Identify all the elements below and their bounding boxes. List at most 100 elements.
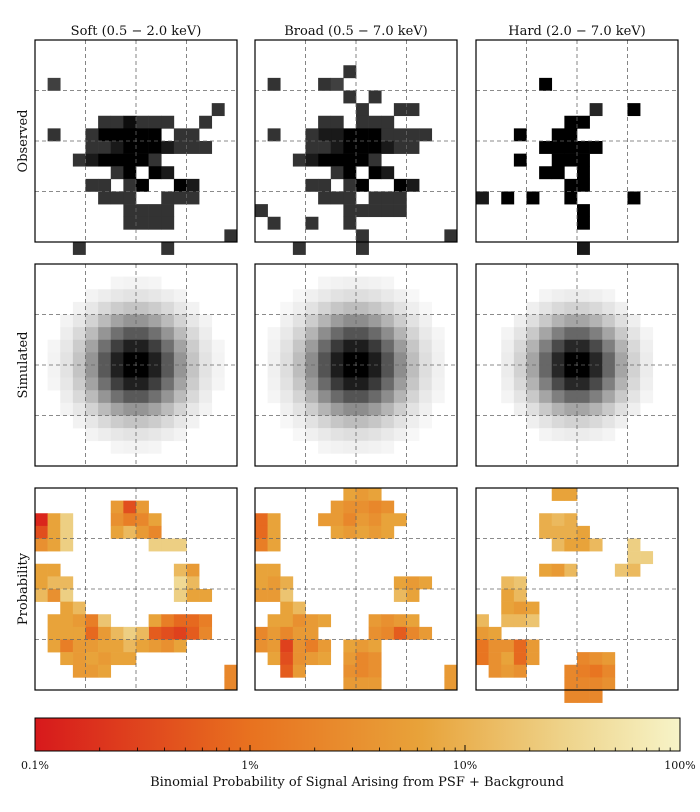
pixel — [98, 652, 112, 666]
pixel — [393, 513, 407, 527]
pixel — [381, 428, 395, 442]
pixel — [267, 614, 281, 628]
panel-grid — [34, 39, 679, 703]
pixel — [330, 377, 344, 391]
pixel — [305, 428, 319, 442]
pixel — [136, 639, 149, 653]
pixel — [406, 128, 420, 142]
pixel — [393, 390, 407, 404]
pixel — [368, 115, 382, 129]
pixel — [343, 327, 357, 341]
pixel — [305, 327, 319, 341]
pixel — [60, 589, 74, 602]
pixel — [381, 191, 395, 205]
pixel — [368, 128, 382, 142]
pixel — [148, 166, 162, 180]
pixel — [602, 289, 616, 303]
pixel — [564, 664, 578, 678]
panel-simulated-hard — [475, 263, 679, 467]
pixel — [280, 314, 294, 328]
pixel — [406, 614, 420, 628]
panel-frame — [254, 487, 458, 691]
pixel — [356, 513, 369, 527]
pixel — [381, 141, 395, 154]
pixel — [305, 626, 319, 640]
pixel — [627, 191, 641, 205]
pixel — [551, 153, 565, 167]
colorbar-gradient — [34, 717, 681, 752]
pixel — [343, 141, 357, 154]
pixel — [330, 339, 344, 353]
pixel — [224, 229, 238, 243]
pixel — [343, 339, 357, 353]
pixel — [136, 377, 149, 391]
pixel — [110, 626, 124, 640]
pixel — [577, 377, 590, 391]
pixel — [60, 626, 74, 640]
pixel — [148, 352, 162, 366]
pixel — [123, 128, 137, 142]
pixel — [255, 204, 268, 218]
pixel — [368, 525, 382, 539]
pixel — [330, 153, 344, 167]
pixel — [148, 141, 162, 154]
pixel — [199, 626, 213, 640]
pixel — [60, 377, 74, 391]
pixel — [47, 513, 61, 527]
pixel — [526, 377, 540, 391]
pixel — [72, 242, 86, 255]
pixel — [368, 352, 382, 366]
pixel — [173, 415, 187, 429]
pixel — [589, 664, 603, 678]
pixel — [343, 352, 357, 366]
pixel — [98, 428, 112, 442]
pixel — [98, 141, 112, 154]
pixel — [161, 314, 175, 328]
pixel — [343, 216, 357, 230]
pixel — [539, 415, 553, 429]
pixel — [368, 488, 382, 501]
pixel — [318, 276, 332, 290]
pixel — [393, 365, 407, 378]
pixel — [136, 178, 149, 192]
pixel — [110, 166, 124, 180]
pixel — [513, 639, 527, 653]
pixel — [431, 377, 445, 391]
pixel — [173, 377, 187, 391]
pixel — [199, 402, 213, 416]
pixel — [292, 601, 306, 615]
pixel — [85, 626, 99, 640]
pixel — [577, 339, 590, 353]
pixel — [501, 589, 515, 602]
pixel — [186, 314, 200, 328]
pixel — [161, 415, 175, 429]
pixel — [47, 128, 61, 142]
pixel — [551, 339, 565, 353]
colorbar-tick-1: 1% — [241, 759, 258, 772]
pixel — [381, 327, 395, 341]
pixel — [526, 327, 540, 341]
pixel — [488, 639, 502, 653]
pixel — [356, 352, 369, 366]
pixel — [627, 352, 641, 366]
pixel — [381, 166, 395, 180]
pixel — [343, 204, 357, 218]
pixel — [255, 538, 268, 552]
pixel — [267, 352, 281, 366]
pixel — [589, 314, 603, 328]
pixel — [123, 652, 137, 666]
panel-frame — [475, 263, 679, 467]
pixel — [136, 153, 149, 167]
pixel — [136, 339, 149, 353]
pixel — [602, 327, 616, 341]
pixel — [267, 538, 281, 552]
pixel — [343, 677, 357, 691]
pixel — [318, 314, 332, 328]
pixel — [60, 639, 74, 653]
row-label-simulated: Simulated — [16, 332, 31, 399]
pixel — [501, 327, 515, 341]
pixel — [318, 513, 332, 527]
pixel — [589, 103, 603, 117]
pixel — [393, 178, 407, 192]
